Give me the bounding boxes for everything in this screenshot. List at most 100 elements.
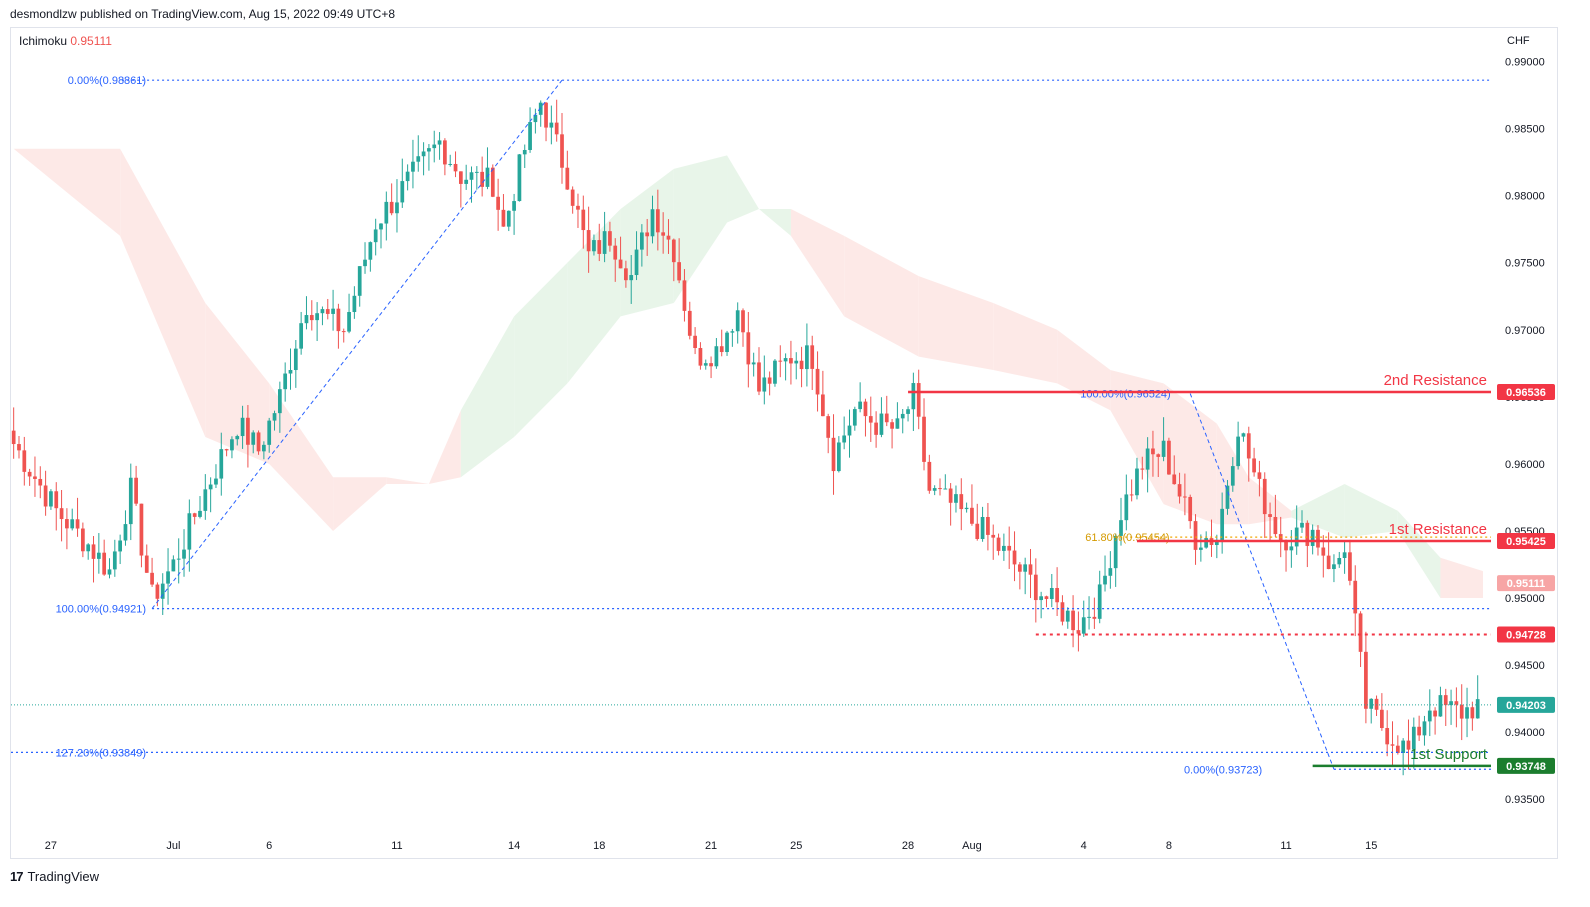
- candle-body: [778, 360, 783, 362]
- candle-body: [986, 516, 990, 535]
- candle-body: [320, 309, 325, 314]
- candle-body: [650, 209, 655, 237]
- indicator-name: Ichimoku 0.95111: [19, 34, 112, 48]
- ichimoku-price-tag: 0.95111: [1507, 578, 1546, 590]
- candle-body: [624, 268, 628, 281]
- candle-body: [900, 413, 905, 419]
- candle-body: [1119, 520, 1123, 536]
- candle-body: [1358, 613, 1363, 652]
- candle-body: [134, 477, 138, 504]
- level-label: 1st Resistance: [1389, 521, 1487, 538]
- candle-body: [139, 503, 144, 556]
- candle-body: [1364, 651, 1368, 709]
- candle-body: [1380, 709, 1384, 729]
- candle-body: [1385, 728, 1390, 745]
- ichimoku-cloud-segment: [844, 235, 919, 357]
- x-axis-tick-label: Jul: [166, 840, 180, 852]
- candle-body: [741, 310, 745, 333]
- candle-body: [1065, 610, 1070, 622]
- candle-body: [794, 360, 799, 364]
- ichimoku-cloud-segment: [269, 383, 334, 531]
- candle-body: [1092, 616, 1097, 619]
- ichimoku-cloud-segment: [514, 262, 568, 438]
- candle-body: [496, 196, 500, 210]
- candle-body: [224, 449, 229, 451]
- candle-body: [895, 418, 900, 429]
- candle-body: [373, 229, 378, 243]
- ichimoku-cloud-segment: [460, 316, 515, 478]
- candle-body: [421, 151, 426, 157]
- candle-body: [1465, 707, 1469, 719]
- candle-body: [565, 167, 570, 190]
- candle-body: [490, 167, 495, 197]
- candle-body: [1252, 458, 1256, 473]
- candle-body: [357, 266, 362, 296]
- candle-body: [634, 249, 639, 276]
- candle-body: [59, 508, 64, 520]
- candle-body: [277, 389, 282, 414]
- candle-body: [443, 140, 447, 165]
- candle-body: [821, 394, 825, 417]
- candle-body: [1049, 587, 1054, 599]
- candle-body: [11, 430, 16, 445]
- ichimoku-cloud-segment: [1440, 557, 1484, 598]
- candle-body: [916, 383, 921, 417]
- candle-body: [1348, 552, 1352, 581]
- candle-body: [996, 537, 1001, 551]
- candle-body: [1012, 550, 1017, 565]
- fib-level-label: 0.00%(0.98861): [68, 75, 146, 87]
- footer: 17 TradingView: [10, 869, 99, 884]
- candle-body: [1103, 575, 1107, 585]
- candle-body: [693, 335, 697, 349]
- chart-frame[interactable]: 100.00%(0.94921) 0.00%(0.98861) 0.00%(0.93…: [10, 27, 1558, 859]
- fib-level-label: 0.00%(0.93723): [1184, 764, 1262, 776]
- candle-body: [581, 209, 586, 231]
- candle-body: [1449, 701, 1453, 706]
- currency-label: CHF: [1507, 35, 1530, 47]
- candle-body: [1427, 710, 1432, 722]
- candle-body: [1406, 740, 1411, 750]
- candle-body: [118, 540, 122, 552]
- level-price-tag-bg: [1497, 626, 1555, 643]
- candle-body: [1023, 564, 1028, 572]
- candle-body: [810, 345, 815, 369]
- candle-body: [709, 363, 713, 367]
- candle-body: [1246, 433, 1251, 459]
- candle-body: [1310, 529, 1315, 546]
- candle-body: [43, 485, 48, 507]
- candle-body: [144, 555, 149, 573]
- candle-body: [1071, 610, 1075, 631]
- candle-body: [230, 439, 234, 451]
- fib-level-label: 61.80%(0.95454): [1085, 532, 1169, 544]
- candle-body: [666, 235, 671, 240]
- candle-body: [1156, 454, 1161, 457]
- price-chart[interactable]: 100.00%(0.94921) 0.00%(0.98861) 0.00%(0.93…: [11, 28, 1557, 858]
- candle-body: [640, 232, 644, 250]
- candle-body: [1337, 557, 1342, 565]
- candle-body: [847, 425, 852, 436]
- candle-body: [677, 262, 681, 281]
- candle-body: [682, 280, 687, 311]
- candle-body: [890, 422, 894, 429]
- ichimoku-cloud-segment: [386, 477, 429, 484]
- ichimoku-cloud-segment: [758, 209, 791, 236]
- candle-body: [1028, 564, 1033, 575]
- y-axis-tick-label: 0.97500: [1505, 258, 1545, 270]
- indicator-value: 0.95111: [70, 34, 112, 48]
- candle-body: [1002, 545, 1006, 551]
- candle-body: [315, 313, 319, 321]
- candle-body: [719, 346, 724, 353]
- candle-body: [991, 534, 996, 538]
- candle-body: [416, 156, 421, 162]
- candle-body: [299, 323, 304, 349]
- fib-level-label: 127.20%(0.93849): [56, 747, 147, 759]
- candle-body: [112, 551, 117, 570]
- candle-body: [1108, 568, 1113, 576]
- candle-body: [922, 416, 926, 462]
- level-label: 2nd Resistance: [1384, 372, 1487, 389]
- candle-body: [22, 450, 27, 472]
- y-axis-tick-label: 0.96000: [1505, 459, 1545, 471]
- candle-body: [1230, 466, 1235, 486]
- candle-body: [1220, 508, 1225, 541]
- candle-body: [512, 201, 516, 211]
